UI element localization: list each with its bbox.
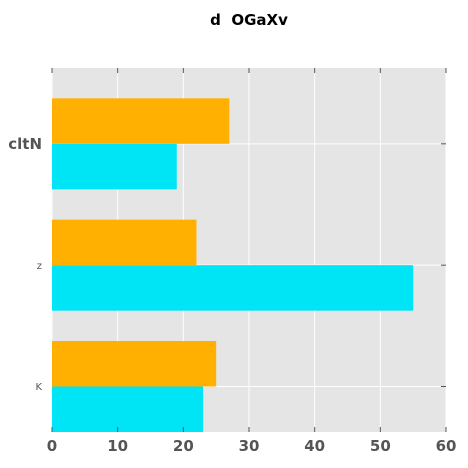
x-tick-label: 60 (436, 437, 457, 455)
y-axis-ticks: Kz cltN (8, 135, 446, 393)
x-axis-ticks: 0 10 20 30 40 50 60 (47, 68, 457, 455)
x-tick-label: 10 (107, 437, 128, 455)
bar-z-series-0 (52, 265, 414, 311)
x-tick-label: 50 (370, 437, 391, 455)
y-tick-label: z (37, 261, 42, 272)
bar-K-series-0 (52, 386, 204, 432)
bars (52, 98, 414, 432)
x-tick-label: 0 (47, 437, 57, 455)
bar-z-series-1 (52, 219, 197, 266)
bar-cltN-series-0 (52, 143, 177, 190)
x-tick-label: 40 (304, 437, 325, 455)
bar-K-series-1 (52, 341, 217, 387)
y-tick-label: cltN (8, 135, 42, 153)
bar-cltN-series-1 (52, 98, 230, 144)
x-tick-label: 30 (239, 437, 260, 455)
chart-title: d OGaXv (210, 11, 288, 29)
x-tick-label: 20 (173, 437, 194, 455)
y-tick-label: K (35, 382, 42, 393)
